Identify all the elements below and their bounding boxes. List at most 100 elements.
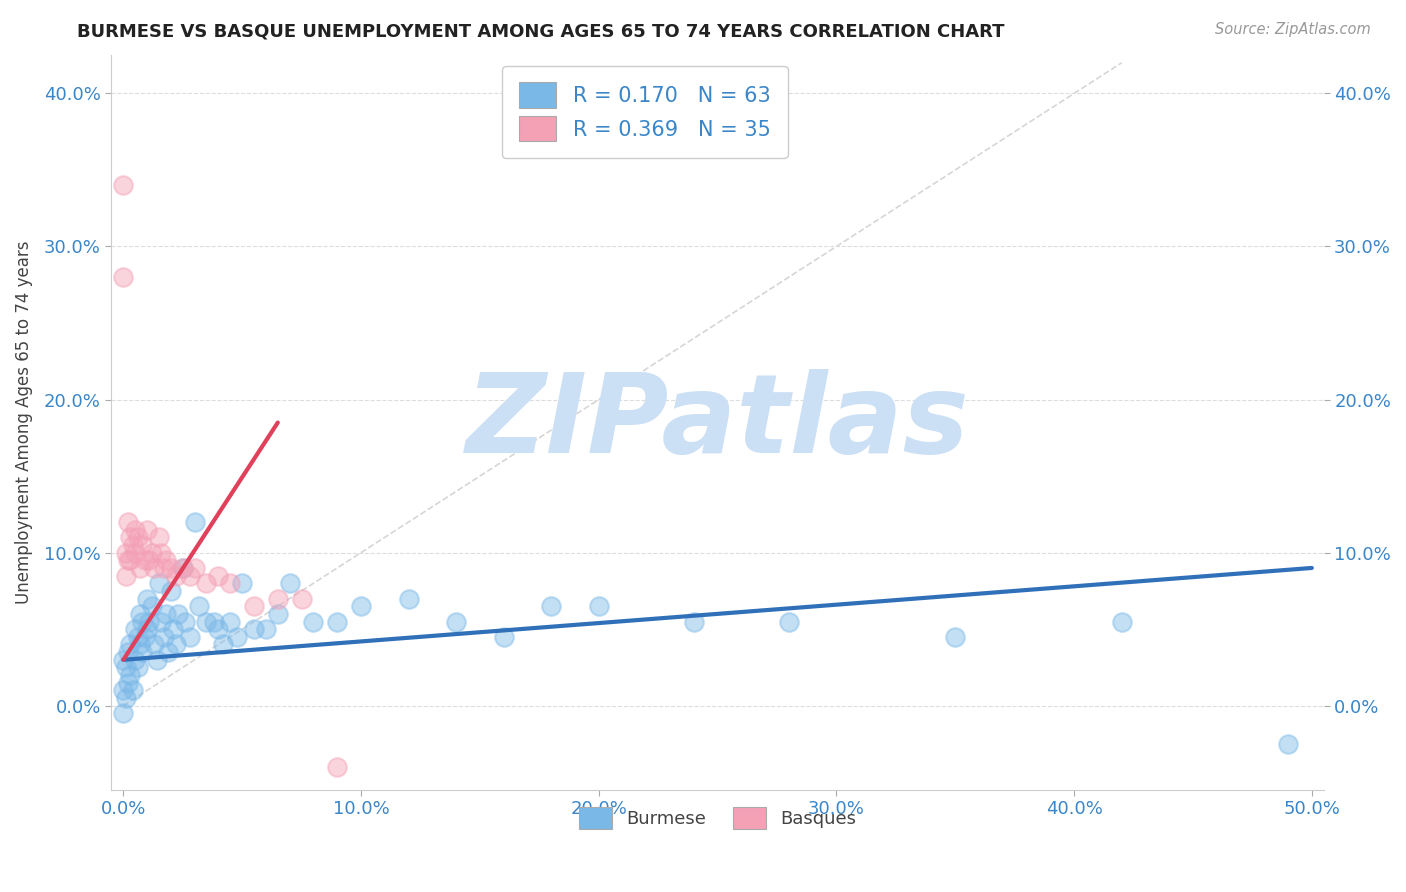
Point bbox=[195, 615, 218, 629]
Point bbox=[219, 576, 242, 591]
Point bbox=[1111, 615, 1133, 629]
Point bbox=[136, 591, 159, 606]
Point bbox=[183, 515, 205, 529]
Point bbox=[350, 599, 373, 614]
Point bbox=[267, 591, 290, 606]
Point bbox=[143, 561, 166, 575]
Point bbox=[136, 523, 159, 537]
Point bbox=[112, 653, 135, 667]
Point bbox=[117, 515, 139, 529]
Point bbox=[165, 568, 187, 582]
Point bbox=[129, 561, 152, 575]
Point bbox=[160, 561, 183, 575]
Legend: Burmese, Basques: Burmese, Basques bbox=[572, 799, 863, 836]
Point bbox=[155, 607, 177, 621]
Point bbox=[131, 645, 153, 659]
Point bbox=[114, 660, 136, 674]
Point bbox=[138, 615, 160, 629]
Point bbox=[207, 568, 229, 582]
Point bbox=[267, 607, 290, 621]
Point bbox=[114, 691, 136, 706]
Point bbox=[120, 668, 142, 682]
Point bbox=[134, 553, 156, 567]
Y-axis label: Unemployment Among Ages 65 to 74 years: Unemployment Among Ages 65 to 74 years bbox=[15, 241, 32, 604]
Point bbox=[165, 638, 187, 652]
Point bbox=[157, 645, 180, 659]
Point bbox=[152, 630, 174, 644]
Point bbox=[121, 683, 143, 698]
Point bbox=[145, 653, 167, 667]
Point bbox=[120, 530, 142, 544]
Point bbox=[778, 615, 800, 629]
Point bbox=[114, 568, 136, 582]
Point bbox=[172, 561, 194, 575]
Point bbox=[124, 523, 146, 537]
Point bbox=[174, 615, 197, 629]
Point bbox=[127, 530, 149, 544]
Point bbox=[243, 599, 266, 614]
Point bbox=[326, 760, 349, 774]
Point bbox=[138, 553, 160, 567]
Text: BURMESE VS BASQUE UNEMPLOYMENT AMONG AGES 65 TO 74 YEARS CORRELATION CHART: BURMESE VS BASQUE UNEMPLOYMENT AMONG AGE… bbox=[77, 22, 1005, 40]
Point bbox=[131, 538, 153, 552]
Point bbox=[124, 622, 146, 636]
Point bbox=[127, 630, 149, 644]
Point bbox=[212, 638, 235, 652]
Point bbox=[188, 599, 211, 614]
Point bbox=[141, 599, 163, 614]
Point bbox=[682, 615, 704, 629]
Point bbox=[195, 576, 218, 591]
Point bbox=[179, 630, 201, 644]
Point bbox=[131, 615, 153, 629]
Point bbox=[152, 561, 174, 575]
Point bbox=[231, 576, 253, 591]
Point bbox=[134, 630, 156, 644]
Point bbox=[112, 683, 135, 698]
Point bbox=[120, 638, 142, 652]
Point bbox=[112, 706, 135, 721]
Point bbox=[150, 615, 173, 629]
Point bbox=[112, 270, 135, 285]
Point bbox=[162, 622, 184, 636]
Point bbox=[254, 622, 277, 636]
Text: Source: ZipAtlas.com: Source: ZipAtlas.com bbox=[1215, 22, 1371, 37]
Point bbox=[167, 607, 190, 621]
Point bbox=[129, 638, 152, 652]
Point bbox=[202, 615, 225, 629]
Point bbox=[121, 538, 143, 552]
Point bbox=[290, 591, 312, 606]
Point bbox=[207, 622, 229, 636]
Point bbox=[179, 568, 201, 582]
Point bbox=[129, 607, 152, 621]
Point bbox=[588, 599, 610, 614]
Point bbox=[398, 591, 420, 606]
Point bbox=[172, 561, 194, 575]
Point bbox=[1277, 737, 1299, 751]
Text: ZIPatlas: ZIPatlas bbox=[465, 369, 969, 476]
Point bbox=[112, 178, 135, 193]
Point bbox=[243, 622, 266, 636]
Point bbox=[150, 546, 173, 560]
Point bbox=[143, 638, 166, 652]
Point bbox=[278, 576, 301, 591]
Point bbox=[219, 615, 242, 629]
Point bbox=[492, 630, 515, 644]
Point bbox=[226, 630, 249, 644]
Point bbox=[160, 583, 183, 598]
Point bbox=[114, 546, 136, 560]
Point bbox=[117, 553, 139, 567]
Point bbox=[148, 530, 170, 544]
Point bbox=[540, 599, 562, 614]
Point bbox=[943, 630, 966, 644]
Point bbox=[183, 561, 205, 575]
Point bbox=[136, 622, 159, 636]
Point bbox=[120, 553, 142, 567]
Point bbox=[124, 546, 146, 560]
Point bbox=[155, 553, 177, 567]
Point bbox=[326, 615, 349, 629]
Point bbox=[444, 615, 467, 629]
Point bbox=[302, 615, 325, 629]
Point bbox=[148, 576, 170, 591]
Point bbox=[127, 660, 149, 674]
Point bbox=[117, 675, 139, 690]
